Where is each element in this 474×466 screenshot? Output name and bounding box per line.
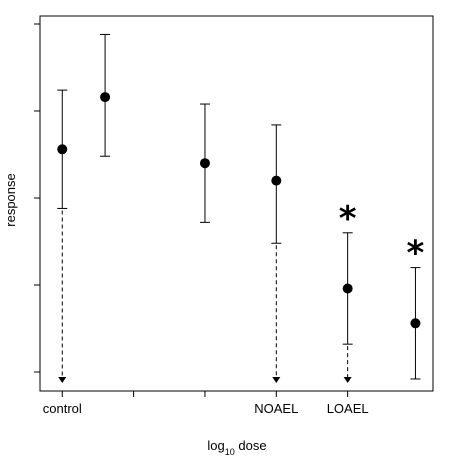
x-tick-label: NOAEL xyxy=(254,401,298,416)
data-point-group: * xyxy=(407,234,425,380)
x-axis: control NOAEL LOAEL xyxy=(43,391,369,416)
y-axis xyxy=(34,23,40,373)
data-point-group: * xyxy=(339,199,357,383)
data-point xyxy=(342,283,353,294)
x-axis-label: log10 dose xyxy=(207,438,266,457)
data-point xyxy=(100,92,111,103)
data-point-group xyxy=(57,89,68,383)
plot-frame xyxy=(39,15,434,392)
arrow-head xyxy=(343,377,352,383)
data-point xyxy=(410,318,421,329)
arrow-head xyxy=(58,377,67,383)
significance-marker: * xyxy=(407,234,425,274)
data-point-group xyxy=(199,103,210,223)
data-marks: ** xyxy=(57,33,425,383)
data-point-group xyxy=(271,124,282,383)
x-tick-label: control xyxy=(43,401,82,416)
significance-marker: * xyxy=(339,199,357,239)
data-point-group xyxy=(100,33,111,157)
data-point xyxy=(199,158,210,169)
data-point xyxy=(57,144,68,155)
y-axis-label: response xyxy=(3,173,18,226)
x-tick-label: LOAEL xyxy=(327,401,369,416)
arrow-head xyxy=(272,377,281,383)
data-point xyxy=(271,175,282,186)
